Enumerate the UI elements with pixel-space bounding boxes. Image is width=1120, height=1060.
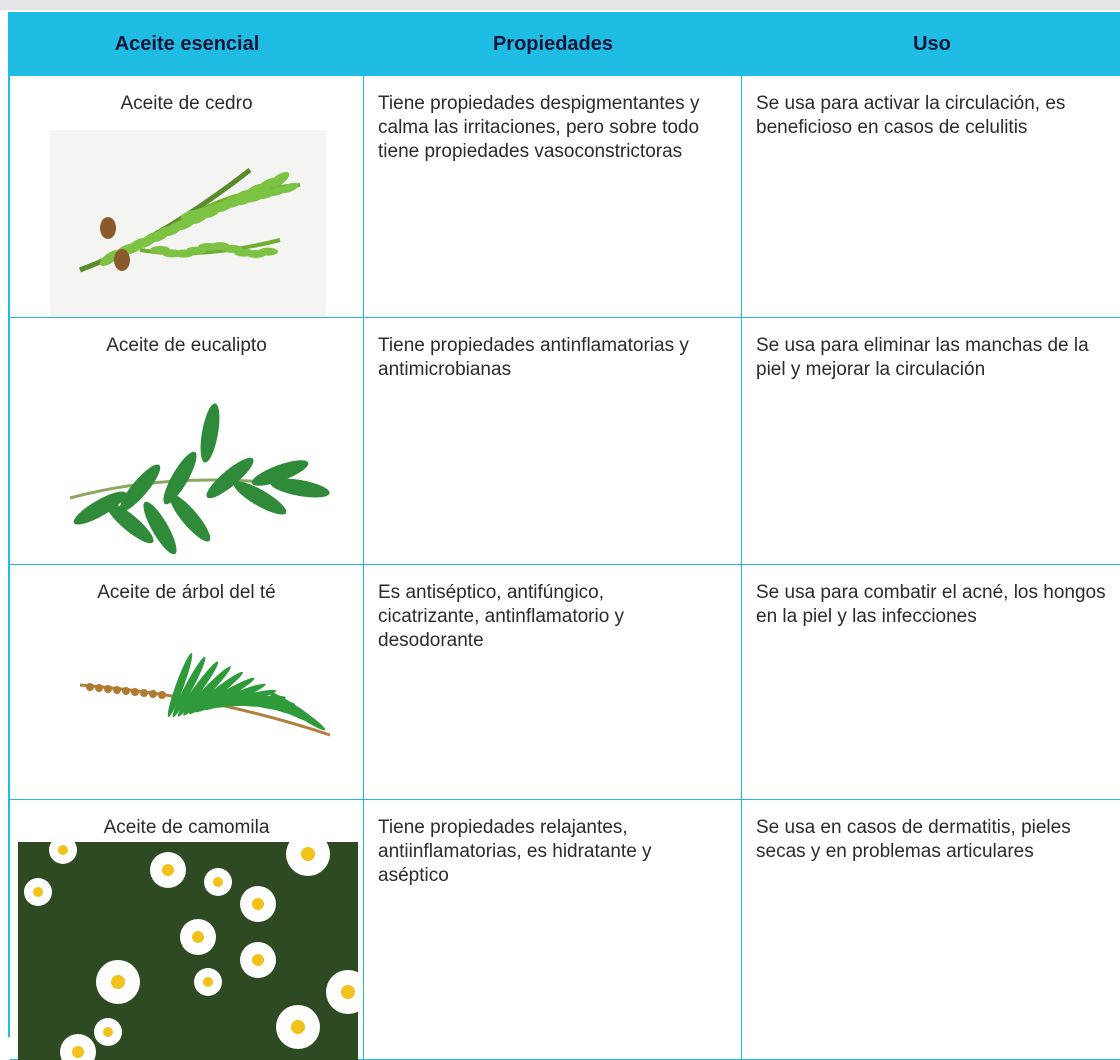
table-cell: Aceite de árbol del té [10, 565, 364, 800]
tea-tree-image [79, 653, 331, 737]
table-cell: Es antiséptico, antifúngico, cicatrizant… [364, 565, 742, 800]
table-cell: Tiene propiedades antinflamatorias y ant… [364, 318, 742, 565]
cell-text: Tiene propiedades despigmentantes y calm… [378, 93, 700, 162]
table: Aceite esencial Propiedades Uso Aceite d… [8, 12, 1120, 1060]
cell-text: Tiene propiedades antinflamatorias y ant… [378, 335, 689, 380]
cell-text: Se usa para activar la circulación, es b… [756, 93, 1066, 138]
header-cell: Uso [742, 12, 1120, 76]
oil-name: Aceite de cedro [120, 93, 253, 114]
cell-text: Se usa para combatir el acné, los hongos… [756, 582, 1106, 627]
oil-name: Aceite de camomila [103, 817, 270, 838]
table-cell: Tiene propiedades relajantes, antiinflam… [364, 800, 742, 1060]
header-cell: Propiedades [364, 12, 742, 76]
cedar-image [50, 130, 326, 316]
eucalyptus-image [69, 403, 330, 555]
camomile-image [18, 842, 358, 1060]
cell-text: Se usa en casos de dermatitis, pieles se… [756, 817, 1071, 862]
table-cell: Se usa para combatir el acné, los hongos… [742, 565, 1120, 800]
oil-name: Aceite de eucalipto [106, 335, 267, 356]
table-cell: Aceite de camomila [10, 800, 364, 1060]
table-cell: Tiene propiedades despigmentantes y calm… [364, 76, 742, 318]
top-band [0, 0, 1120, 10]
table-cell: Se usa para activar la circulación, es b… [742, 76, 1120, 318]
cell-text: Se usa para eliminar las manchas de la p… [756, 335, 1089, 380]
table-cell: Aceite de cedro [10, 76, 364, 318]
oil-name: Aceite de árbol del té [97, 582, 276, 603]
cell-text: Tiene propiedades relajantes, antiinflam… [378, 817, 652, 886]
table-cell: Se usa para eliminar las manchas de la p… [742, 318, 1120, 565]
header-cell: Aceite esencial [10, 12, 364, 76]
cell-text: Es antiséptico, antifúngico, cicatrizant… [378, 582, 625, 651]
table-cell: Aceite de eucalipto [10, 318, 364, 565]
table-cell: Se usa en casos de dermatitis, pieles se… [742, 800, 1120, 1060]
